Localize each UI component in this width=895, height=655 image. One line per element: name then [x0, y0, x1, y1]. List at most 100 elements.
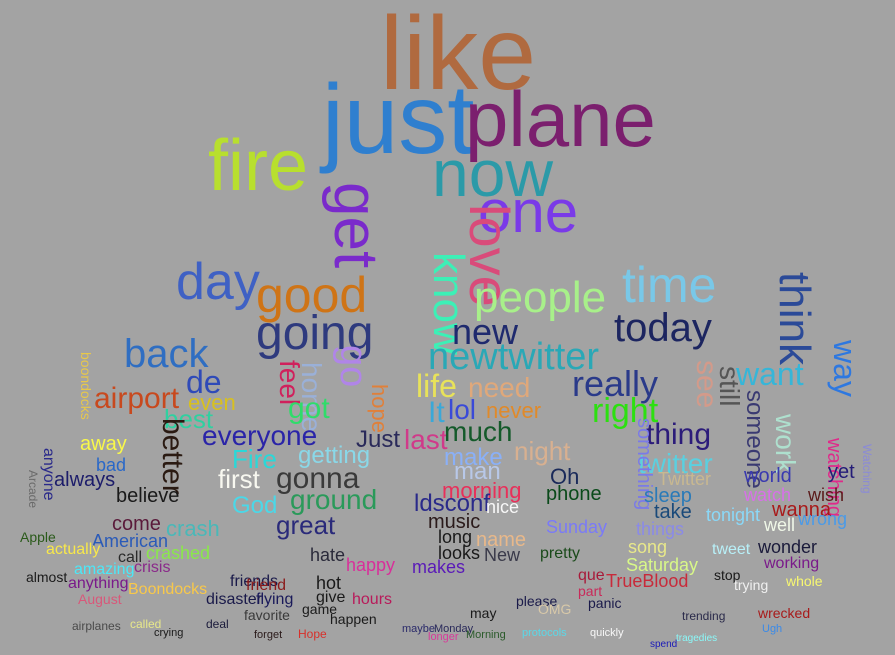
word-great: great	[276, 510, 336, 540]
word-best: best	[164, 404, 214, 434]
word-friend: friend	[246, 577, 287, 594]
word-sunday: Sunday	[546, 517, 608, 537]
word-need: need	[468, 372, 531, 403]
word-hope: Hope	[298, 627, 327, 641]
word-saturday: Saturday	[626, 555, 699, 575]
word-come: come	[112, 513, 161, 535]
word-boondocks: boondocks	[78, 352, 94, 420]
word-good: good	[256, 267, 368, 323]
word-watch: watch	[744, 485, 792, 505]
word-believe: believe	[116, 485, 180, 507]
word-anything: anything	[68, 575, 129, 592]
word-new: new	[452, 311, 519, 352]
word-going: going	[256, 307, 374, 360]
word-last: last	[404, 424, 448, 455]
word-crisis: crisis	[134, 559, 171, 576]
word-long: long	[438, 527, 473, 547]
word-ldsconf: ldsconf	[414, 490, 491, 517]
word-make: make	[444, 444, 503, 471]
word-even: even	[188, 390, 236, 415]
word-morning: Morning	[466, 629, 506, 641]
word-part: part	[578, 583, 603, 599]
word-get: get	[321, 182, 390, 269]
word-world: world	[744, 465, 792, 487]
word-twitter: Twitter	[658, 469, 712, 489]
word-things: things	[636, 519, 685, 539]
word-ugh: Ugh	[762, 623, 783, 635]
word-boondocks: Boondocks	[128, 581, 208, 598]
word-people: people	[474, 273, 607, 322]
word-may: may	[470, 605, 497, 621]
word-watching: Watching	[860, 444, 874, 494]
word-take: take	[654, 501, 692, 523]
word-working: working	[764, 555, 820, 572]
word-it: It	[428, 396, 445, 429]
word-disaster: disaster	[206, 591, 263, 608]
word-american: American	[92, 531, 169, 551]
word-sleep: sleep	[644, 485, 692, 507]
word-airplanes: airplanes	[72, 619, 121, 633]
word-now: now	[432, 136, 554, 210]
word-back: back	[124, 332, 209, 376]
word-gonna: gonna	[276, 462, 360, 495]
word-hot: hot	[316, 573, 342, 593]
word-almost: almost	[26, 569, 68, 585]
word-man: man	[454, 458, 501, 485]
word-friends: friends	[230, 573, 279, 590]
word-much: much	[444, 416, 513, 447]
word-fire: Fire	[232, 444, 277, 474]
word-way: way	[827, 340, 863, 397]
word-amazing: amazing	[74, 561, 135, 578]
word-day: day	[176, 253, 260, 311]
word-just: Just	[356, 426, 401, 453]
word-right: right	[592, 392, 659, 430]
word-que: que	[578, 567, 605, 584]
word-nice: nice	[486, 497, 520, 517]
word-please: please	[516, 593, 558, 609]
word-airport: airport	[94, 382, 180, 415]
word-happy: happy	[346, 555, 396, 575]
word-hate: hate	[310, 545, 346, 565]
word-quickly: quickly	[590, 627, 624, 639]
word-august: August	[78, 591, 122, 607]
word-better: better	[156, 418, 189, 495]
word-just: just	[322, 64, 475, 174]
word-everyone: everyone	[202, 420, 318, 451]
word-ground: ground	[290, 484, 378, 515]
word-fire: fire	[208, 126, 309, 206]
word-spend: spend	[650, 639, 678, 650]
word-actually: actually	[46, 541, 101, 558]
word-trueblood: TrueBlood	[606, 571, 689, 591]
word-arcade: Arcade	[26, 470, 40, 509]
word-stop: stop	[714, 567, 741, 583]
word-got: got	[288, 392, 330, 425]
word-protocols: protocols	[522, 627, 567, 639]
word-getting: getting	[298, 442, 371, 469]
word-trying: trying	[734, 577, 769, 593]
word-hours: hours	[352, 591, 393, 608]
word-tweet: tweet	[712, 541, 751, 558]
word-plane: plane	[465, 75, 656, 163]
word-away: away	[80, 433, 127, 455]
word-twitter: twitter	[638, 448, 713, 479]
word-bad: bad	[96, 455, 127, 475]
word-happen: happen	[330, 611, 377, 627]
word-monday: Monday	[434, 623, 474, 635]
word-time: time	[622, 257, 717, 313]
word-wanna: wanna	[772, 499, 831, 521]
word-pretty: pretty	[540, 545, 581, 562]
word-never: never	[486, 398, 542, 423]
word-new: New	[484, 545, 521, 565]
word-well: well	[764, 515, 796, 535]
word-looks: looks	[438, 543, 481, 563]
word-newtwitter: newtwitter	[428, 336, 600, 378]
word-today: today	[614, 306, 712, 350]
word-like: like	[380, 0, 537, 112]
word-panic: panic	[588, 595, 622, 611]
word-go: go	[332, 345, 374, 388]
word-maybe: maybe	[402, 623, 436, 635]
word-wish: wish	[808, 485, 845, 505]
word-de: de	[186, 364, 222, 400]
word-song: song	[628, 537, 668, 557]
